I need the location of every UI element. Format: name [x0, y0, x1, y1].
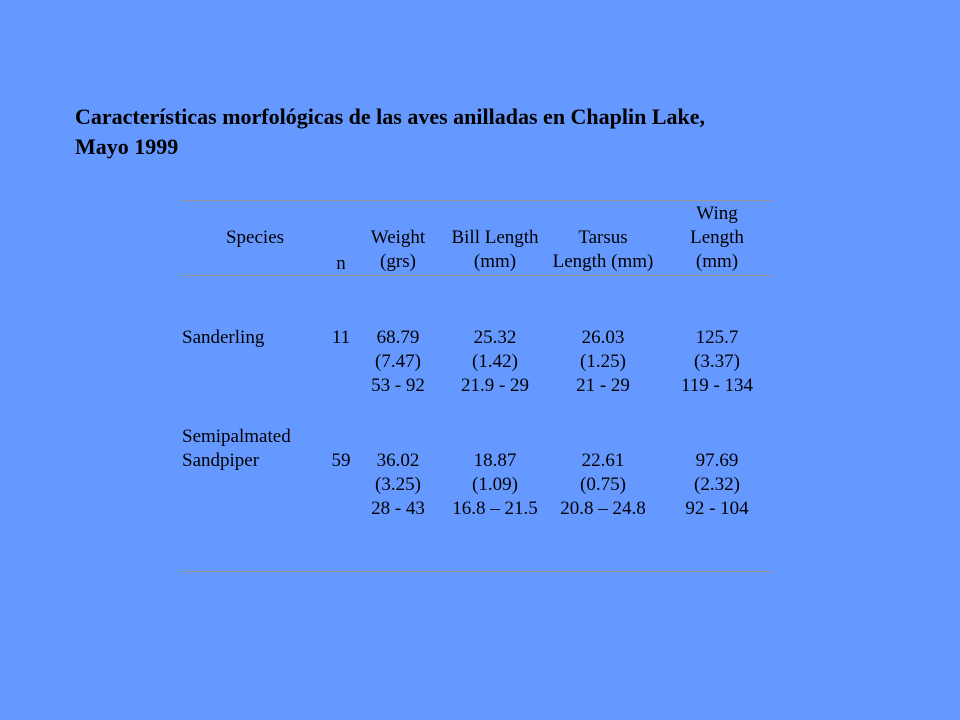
table-row-n-semipalmated: 59: [331, 450, 351, 471]
table-top-rule: [181, 200, 773, 201]
table-row-tarsus-sanderling: 26.03 (1.25) 21 - 29: [576, 327, 630, 396]
table-bottom-rule: [181, 571, 773, 572]
table-row-species-semipalmated: Semipalmated Sandpiper: [182, 426, 291, 471]
table-row-bill-sanderling: 25.32 (1.42) 21.9 - 29: [460, 327, 530, 396]
table-row-wing-semipalmated: 97.69 (2.32) 92 - 104: [685, 450, 749, 519]
header-tarsus-length: Tarsus Length (mm): [552, 227, 654, 272]
table-row-bill-semipalmated: 18.87 (1.09) 16.8 – 21.5: [452, 450, 538, 519]
morphology-table: Species n Weight (grs) Bill Length (mm) …: [181, 200, 773, 572]
table-row-species-sanderling: Sanderling: [182, 327, 265, 348]
slide-title: Características morfológicas de las aves…: [75, 102, 895, 162]
table-row-n-sanderling: 11: [331, 327, 351, 348]
table-row-weight-semipalmated: 36.02 (3.25) 28 - 43: [371, 450, 425, 519]
table-row-wing-sanderling: 125.7 (3.37) 119 - 134: [680, 327, 754, 396]
header-species: Species: [225, 227, 285, 248]
header-n: n: [336, 253, 346, 274]
title-line-2: Mayo 1999: [75, 134, 179, 159]
header-bill-length: Bill Length (mm): [451, 227, 539, 272]
header-wing-length: Wing Length (mm): [690, 203, 744, 272]
table-row-tarsus-semipalmated: 22.61 (0.75) 20.8 – 24.8: [560, 450, 646, 519]
title-line-1: Características morfológicas de las aves…: [75, 104, 706, 129]
table-header-rule: [181, 275, 773, 276]
table-row-weight-sanderling: 68.79 (7.47) 53 - 92: [371, 327, 425, 396]
header-weight: Weight (grs): [370, 227, 426, 272]
